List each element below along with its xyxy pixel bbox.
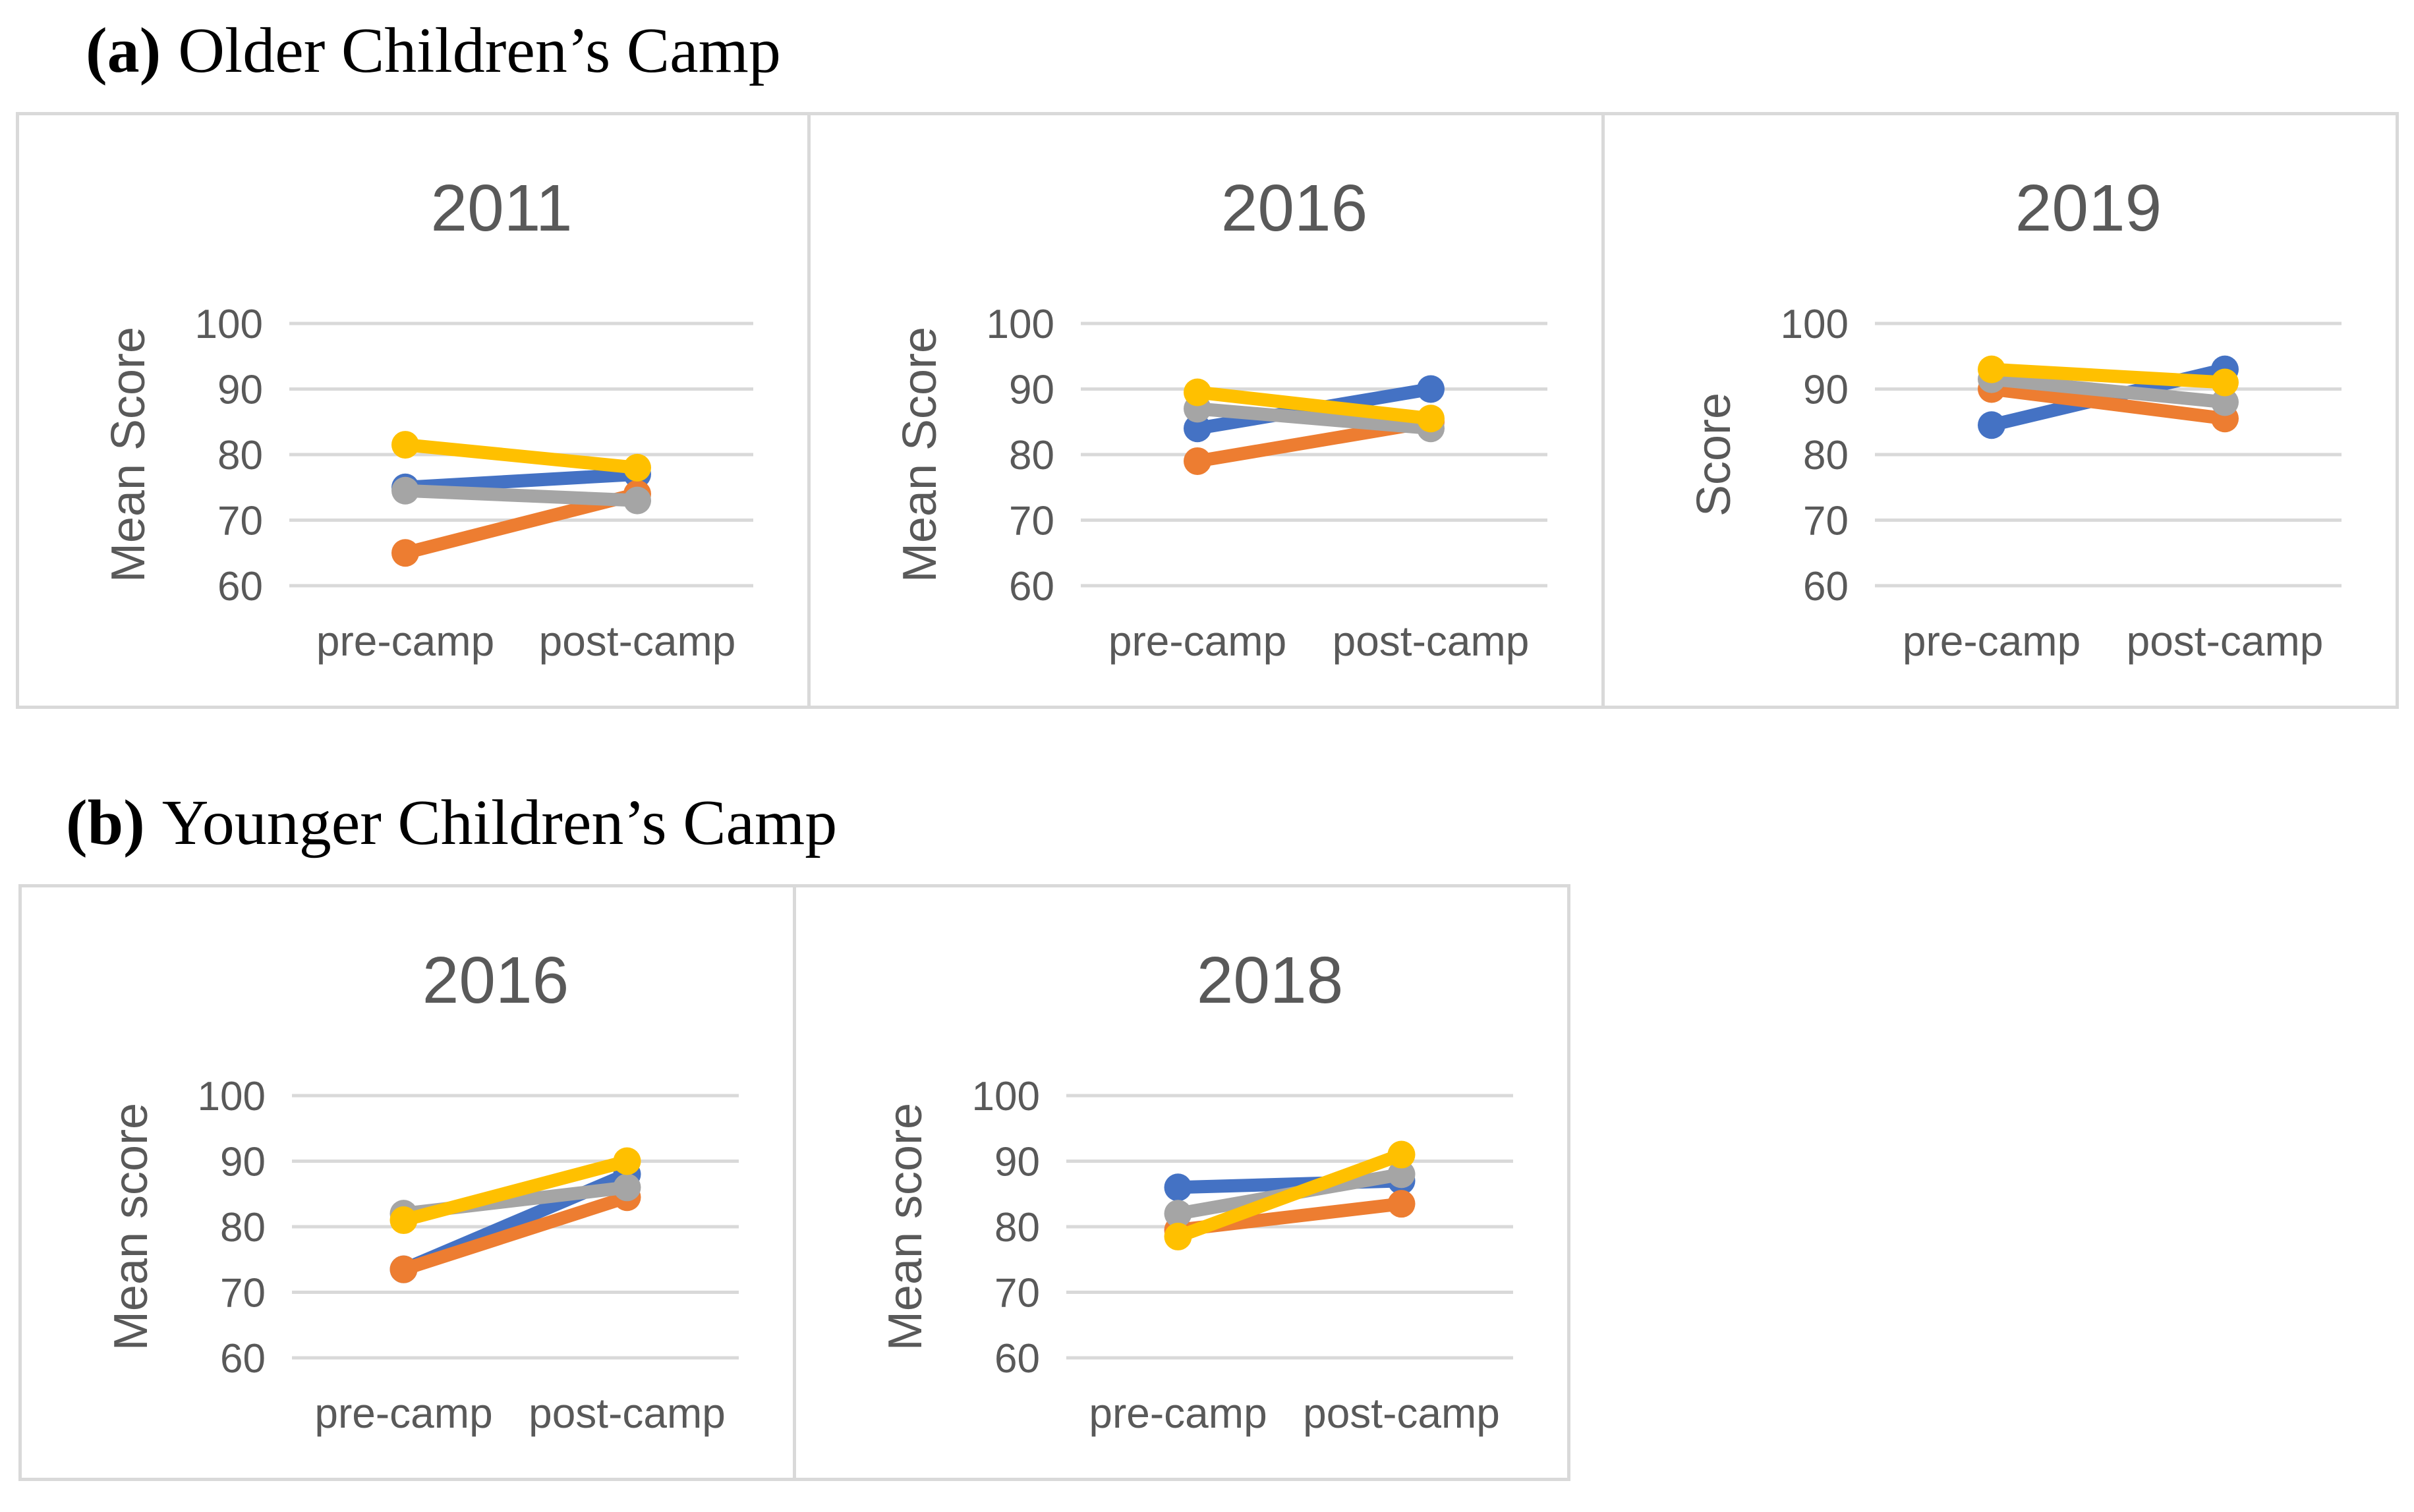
series-3-point [2211,388,2239,416]
series-3-point [623,486,651,515]
series-4-point [391,431,419,459]
y-tick-label: 70 [220,1271,266,1316]
section-b-title: (b) Younger Children’s Camp [66,791,837,855]
chart-title: 2019 [2015,171,2162,245]
x-category-label: post-camp [2127,617,2324,665]
series-3-point [391,476,419,505]
y-tick-label: 60 [1803,564,1849,609]
series-line-3 [1985,372,2231,409]
y-tick-label: 80 [220,1205,266,1250]
y-tick-label: 60 [217,564,263,609]
x-category-label: pre-camp [314,1389,492,1437]
x-category-label: pre-camp [1903,617,2081,665]
series-1-point [1978,411,2005,439]
y-tick-label: 100 [1781,302,1849,347]
chart-title: 2018 [1197,943,1343,1017]
series-line-1 [399,467,644,494]
series-1-point [1417,375,1445,403]
y-tick-label: 60 [994,1336,1040,1382]
x-category-label: pre-camp [1089,1389,1267,1437]
series-line-4 [1191,385,1437,426]
series-2-point [391,539,419,567]
y-tick-label: 70 [1803,499,1849,544]
chart-panel-a-2011: 2011 60 70 80 90 100 Mean Score pre-camp post-ca… [16,112,811,709]
series-1-point [1184,414,1211,443]
series-4-point [2211,368,2239,397]
y-tick-label: 90 [220,1140,266,1185]
chart-svg: 2016 60 70 80 90 100 Mean Score pre-camp post-ca… [894,171,1547,665]
series-4-point [613,1147,641,1175]
y-tick-label: 90 [217,368,263,413]
y-tick-label: 80 [217,433,263,478]
y-tick-label: 70 [217,499,263,544]
y-tick-label: 90 [1803,368,1849,413]
y-tick-label: 60 [220,1336,266,1382]
x-category-label: pre-camp [1108,617,1286,665]
x-category-label: post-camp [539,617,736,665]
y-tick-label: 80 [1803,433,1849,478]
y-axis-label: Mean Score [894,327,946,582]
series-4-point [1164,1222,1192,1250]
y-tick-label: 60 [1009,564,1054,609]
y-tick-label: 90 [1009,368,1054,413]
y-axis-label: Mean score [879,1103,932,1351]
series-line-4 [1985,362,2231,389]
x-category-label: pre-camp [316,617,494,665]
chart-panel-a-2019: 2019 60 70 80 90 100 Score pre-camp post-camp [1601,112,2399,709]
x-category-label: post-camp [529,1389,726,1437]
y-tick-label: 70 [994,1271,1040,1316]
chart-title: 2016 [1221,171,1367,245]
series-4-point [389,1206,418,1235]
series-2-point [1184,447,1211,475]
section-a-letter: (a) [86,15,161,86]
series-3-point [1164,1200,1192,1228]
chart-svg: 2011 60 70 80 90 100 Mean Score pre-camp post-ca… [102,171,753,665]
series-1-point [1164,1173,1192,1202]
series-line-4 [397,1154,634,1227]
y-tick-label: 100 [198,1074,266,1119]
series-4-point [623,453,651,482]
y-tick-label: 100 [987,302,1054,347]
series-2-point [1387,1190,1416,1218]
chart-title: 2016 [422,943,569,1017]
y-tick-label: 80 [994,1205,1040,1250]
series-2-point [389,1255,418,1283]
y-tick-label: 70 [1009,499,1054,544]
x-category-label: post-camp [1333,617,1530,665]
section-b-letter: (b) [66,787,145,858]
series-4-point [1978,355,2005,383]
section-a-text: Older Children’s Camp [178,15,781,86]
chart-title: 2011 [430,171,572,245]
series-3-point [613,1173,641,1202]
y-tick-label: 100 [972,1074,1040,1119]
chart-panel-b-2018: 2018 60 70 80 90 100 Mean score pre-camp post-ca… [793,884,1570,1481]
chart-svg: 2019 60 70 80 90 100 Score pre-camp post-camp [1688,171,2342,665]
y-axis-label: Mean score [105,1103,158,1351]
y-tick-label: 80 [1009,433,1054,478]
y-tick-label: 100 [195,302,263,347]
series-4-point [1387,1140,1416,1169]
section-a-title: (a) Older Children’s Camp [86,18,781,83]
chart-svg: 2018 60 70 80 90 100 Mean score pre-camp post-ca… [879,943,1513,1437]
series-line-4 [1171,1148,1408,1243]
section-b-text: Younger Children’s Camp [161,787,838,858]
series-4-point [1184,378,1211,406]
series-3-point [1387,1160,1416,1189]
series-4-point [1417,405,1445,433]
chart-panel-b-2016: 2016 60 70 80 90 100 Mean score pre-camp post-ca… [18,884,796,1481]
series-line-2 [1985,382,2231,426]
series-line-4 [399,438,644,474]
series-line-3 [1191,402,1437,435]
series-line-3 [399,484,644,507]
y-tick-label: 90 [994,1140,1040,1185]
x-category-label: post-camp [1303,1389,1500,1437]
chart-panel-a-2016: 2016 60 70 80 90 100 Mean Score pre-camp post-ca… [807,112,1605,709]
series-line-2 [397,1190,634,1276]
y-axis-label: Mean Score [102,327,155,582]
chart-svg: 2016 60 70 80 90 100 Mean score pre-camp post-ca… [105,943,739,1437]
y-axis-label: Score [1688,393,1740,517]
